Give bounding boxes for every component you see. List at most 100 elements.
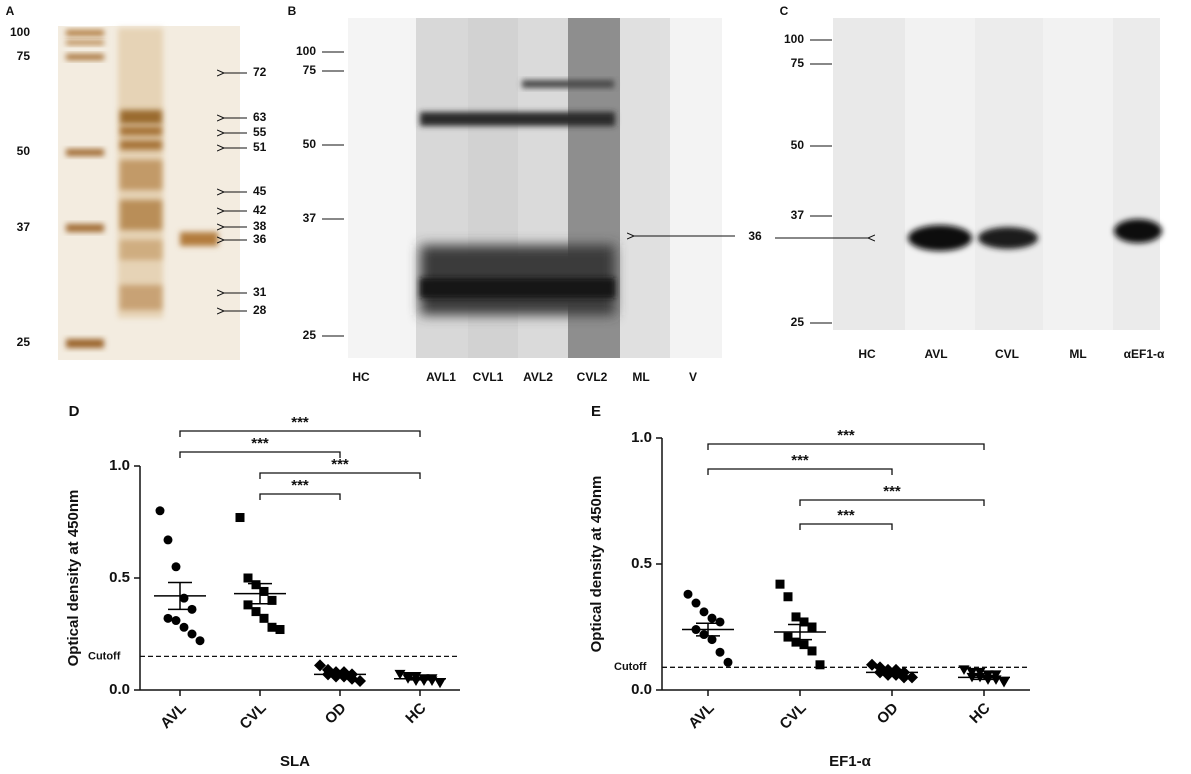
lane-label: V: [689, 370, 697, 384]
band-label: 28: [253, 303, 267, 317]
point: [906, 671, 918, 684]
panel-label: D: [69, 403, 80, 420]
point: [683, 589, 693, 599]
band-label: 55: [253, 125, 267, 139]
significance-label: ***: [837, 507, 855, 524]
point: [715, 647, 725, 657]
significance-bracket: [799, 499, 985, 506]
panel-label: A: [6, 4, 15, 18]
band-label: 72: [253, 65, 267, 79]
lane-label: ML: [632, 370, 649, 384]
marker-label: 100: [296, 44, 316, 58]
lane-label: AVL2: [523, 370, 553, 384]
point: [998, 677, 1010, 688]
point: [775, 579, 785, 589]
significance-bracket: [179, 430, 421, 437]
point: [958, 665, 970, 675]
panel-label: B: [288, 4, 297, 18]
lane-label: AVL1: [426, 370, 456, 384]
point: [799, 617, 809, 627]
marker-label: 100: [784, 32, 804, 46]
point: [799, 640, 809, 650]
significance-label: ***: [291, 414, 309, 431]
point: [163, 613, 173, 623]
y-tick-label: 0.0: [109, 681, 130, 698]
point: [699, 630, 709, 640]
point: [966, 667, 978, 678]
y-tick-label: 1.0: [109, 457, 130, 474]
y-tick-label: 1.0: [631, 429, 652, 446]
point: [974, 667, 986, 678]
marker-label: 37: [303, 211, 317, 225]
significance-label: ***: [251, 435, 269, 452]
marker-label: 37: [17, 220, 31, 234]
point: [179, 593, 189, 603]
point: [791, 637, 801, 647]
band-label: 45: [253, 184, 267, 198]
panel-label: E: [591, 403, 601, 420]
point: [699, 607, 709, 617]
x-axis-title: SLA: [280, 753, 310, 770]
y-axis-title: Optical density at 450nm: [65, 490, 82, 667]
point: [815, 660, 825, 670]
significance-label: ***: [883, 483, 901, 500]
point: [243, 600, 253, 610]
point: [195, 636, 205, 646]
x-tick-label: CVL: [776, 700, 809, 733]
x-tick-label: AVL: [685, 700, 717, 732]
marker-label: 50: [17, 144, 31, 158]
band-label: 36: [748, 229, 762, 243]
point: [275, 625, 285, 635]
x-tick-label: OD: [322, 699, 350, 727]
lane-label: CVL2: [577, 370, 608, 384]
point: [707, 613, 717, 623]
x-tick-label: HC: [402, 700, 429, 727]
point: [314, 659, 326, 672]
y-tick-label: 0.0: [631, 681, 652, 698]
band-label: 38: [253, 219, 267, 233]
marker-label: 75: [17, 49, 31, 63]
band-label: 36: [253, 232, 267, 246]
lane-label: ML: [1069, 347, 1086, 361]
blot-c: [833, 18, 1162, 330]
point: [783, 632, 793, 642]
significance-bracket: [799, 523, 893, 530]
point: [783, 592, 793, 602]
marker-label: 50: [303, 137, 317, 151]
point: [807, 622, 817, 632]
marker-label: 75: [791, 56, 805, 70]
significance-bracket: [179, 451, 341, 458]
point: [179, 622, 189, 632]
point: [155, 506, 165, 516]
marker-label: 25: [17, 335, 31, 349]
point: [259, 613, 269, 623]
marker-label: 37: [791, 208, 805, 222]
gel-a: [58, 26, 240, 360]
marker-label: 50: [791, 138, 805, 152]
band-label: 51: [253, 140, 267, 154]
y-axis-title: Optical density at 450nm: [588, 476, 605, 653]
point: [259, 586, 269, 596]
point: [267, 622, 277, 632]
lane-label: CVL: [995, 347, 1019, 361]
y-tick-label: 0.5: [631, 555, 652, 572]
significance-bracket: [259, 493, 341, 500]
point: [187, 629, 197, 639]
band-label: 42: [253, 203, 267, 217]
x-tick-label: AVL: [157, 700, 189, 732]
point: [354, 675, 366, 688]
lane-label: αEF1-α: [1124, 347, 1165, 361]
significance-bracket: [707, 468, 893, 475]
point: [171, 616, 181, 626]
x-tick-label: OD: [874, 699, 902, 727]
band-label: 63: [253, 110, 267, 124]
point: [163, 535, 173, 545]
point: [807, 646, 817, 656]
point: [235, 513, 245, 523]
lane-label: HC: [352, 370, 370, 384]
point: [707, 635, 717, 645]
significance-label: ***: [331, 456, 349, 473]
lane-label: AVL: [924, 347, 947, 361]
significance-label: ***: [291, 477, 309, 494]
